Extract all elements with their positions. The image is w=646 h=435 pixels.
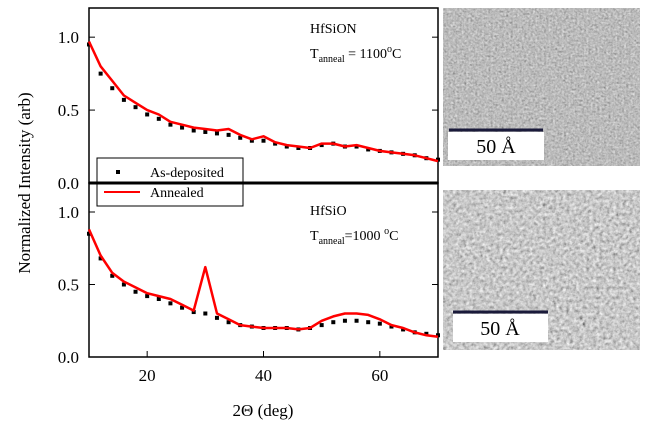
data-point bbox=[110, 86, 115, 91]
legend-label: Annealed bbox=[150, 186, 204, 201]
data-point bbox=[214, 131, 219, 136]
data-point bbox=[319, 323, 324, 328]
y-tick-label: 0.0 bbox=[58, 348, 79, 367]
x-tick-label: 60 bbox=[371, 366, 388, 385]
data-point bbox=[331, 320, 336, 325]
data-point bbox=[110, 273, 115, 278]
data-point bbox=[226, 132, 231, 137]
data-point bbox=[238, 135, 243, 140]
data-point bbox=[261, 138, 266, 143]
data-point bbox=[319, 143, 324, 148]
data-point bbox=[168, 122, 173, 127]
data-point bbox=[377, 321, 382, 326]
data-point bbox=[284, 144, 289, 149]
plot-frame bbox=[88, 7, 439, 184]
x-tick-label: 20 bbox=[139, 366, 156, 385]
data-point bbox=[87, 231, 91, 236]
data-point bbox=[180, 305, 185, 310]
annotation-part: anneal bbox=[319, 54, 345, 65]
data-line bbox=[87, 40, 439, 163]
y-tick-label: 1.0 bbox=[58, 203, 79, 222]
data-line bbox=[87, 228, 439, 338]
scale-box bbox=[453, 314, 548, 342]
annotation-part: o bbox=[384, 226, 389, 237]
annotation-title: HfSiO bbox=[310, 204, 347, 219]
data-point bbox=[296, 146, 301, 150]
annotation-part: anneal bbox=[319, 236, 345, 247]
annotation-part: = 1100 bbox=[345, 47, 387, 62]
x-tick-label: 40 bbox=[255, 366, 272, 385]
data-point bbox=[273, 141, 278, 146]
data-point bbox=[98, 71, 103, 76]
data-point bbox=[214, 315, 219, 320]
annotation: Tanneal=1000 oC bbox=[310, 226, 398, 247]
x-axis-label: 2Θ (deg) bbox=[233, 401, 294, 420]
data-point bbox=[145, 112, 150, 117]
data-point bbox=[191, 128, 196, 133]
y-axis-label: Normalized Intensity (arb) bbox=[15, 92, 34, 273]
data-point bbox=[191, 310, 196, 315]
y-tick-label: 1.0 bbox=[58, 28, 79, 47]
annotation-part: C bbox=[392, 47, 401, 62]
data-point bbox=[366, 320, 371, 325]
annotation-title: HfSiON bbox=[310, 22, 357, 37]
data-point bbox=[121, 282, 126, 287]
annotation-part: T bbox=[310, 47, 319, 62]
data-point bbox=[133, 105, 138, 110]
data-point bbox=[401, 327, 406, 332]
y-tick-label: 0.5 bbox=[58, 276, 79, 295]
data-point bbox=[354, 318, 359, 323]
data-point bbox=[98, 256, 103, 261]
y-tick-label: 0.0 bbox=[58, 174, 79, 193]
data-point bbox=[249, 138, 254, 143]
data-point bbox=[436, 333, 440, 338]
data-point bbox=[180, 125, 185, 130]
data-point bbox=[203, 311, 208, 316]
data-point bbox=[354, 144, 359, 149]
data-point bbox=[145, 294, 150, 299]
data-point bbox=[424, 331, 429, 336]
scale-label: 50 Å bbox=[480, 318, 520, 340]
annotation-part: o bbox=[387, 44, 392, 55]
data-point bbox=[87, 42, 91, 47]
scale-label: 50 Å bbox=[476, 136, 516, 158]
data-point bbox=[366, 147, 371, 152]
data-point bbox=[342, 318, 347, 323]
data-point bbox=[226, 320, 231, 325]
plot-frame bbox=[88, 182, 439, 358]
data-point bbox=[121, 97, 126, 102]
data-point bbox=[133, 289, 138, 294]
data-point bbox=[389, 324, 394, 329]
data-point bbox=[156, 297, 161, 301]
y-tick-label: 0.5 bbox=[58, 101, 79, 120]
annotation-part: =1000 bbox=[345, 229, 384, 244]
data-point bbox=[168, 301, 173, 306]
scale-box bbox=[448, 132, 544, 160]
data-point bbox=[203, 129, 208, 134]
data-point bbox=[436, 157, 440, 162]
legend-label: As-deposited bbox=[150, 166, 224, 181]
data-point bbox=[156, 116, 161, 121]
annotation-part: T bbox=[310, 229, 319, 244]
annotation-part: C bbox=[389, 229, 398, 244]
legend-marker bbox=[116, 170, 120, 174]
annotation: Tanneal = 1100oC bbox=[310, 44, 401, 65]
